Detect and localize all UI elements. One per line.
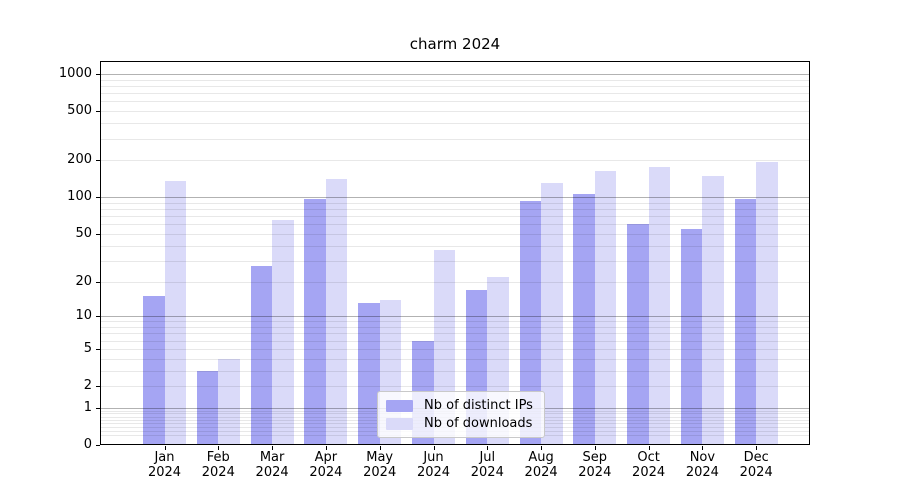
bars-layer (100, 61, 810, 445)
x-tick-label: Dec 2024 (739, 450, 773, 480)
bar-may-distinct-ips (358, 303, 380, 445)
x-tick-mark (756, 446, 758, 450)
x-tick-label: Mar 2024 (255, 450, 289, 480)
bar-apr-downloads (325, 179, 348, 445)
x-tick-label: Sep 2024 (578, 450, 612, 480)
bar-oct-distinct-ips (627, 224, 649, 445)
plot-area (100, 61, 810, 445)
x-tick-mark (487, 446, 489, 450)
x-tick-label: Jun 2024 (416, 450, 451, 480)
x-tick-mark (433, 446, 435, 450)
legend-label-downloads: Nb of downloads (424, 416, 533, 431)
x-tick-label: Jul 2024 (470, 450, 504, 480)
y-tick-mark (96, 316, 100, 318)
bar-aug-distinct-ips (519, 201, 542, 445)
y-tick-label: 20 (75, 273, 92, 289)
x-tick-mark (379, 446, 381, 450)
y-tick-mark (96, 233, 100, 235)
bar-feb-downloads (218, 358, 240, 445)
x-tick-label: Jan 2024 (147, 450, 182, 480)
bar-sep-downloads (594, 170, 617, 445)
x-tick-mark (218, 446, 220, 450)
x-tick-mark (325, 446, 327, 450)
y-tick-mark (96, 111, 100, 113)
x-tick-label: Aug 2024 (524, 450, 558, 480)
bar-nov-distinct-ips (680, 228, 703, 445)
bar-dec-downloads (756, 162, 778, 445)
x-tick-mark (164, 446, 166, 450)
y-tick-label: 1000 (58, 66, 92, 81)
y-tick-label: 50 (75, 225, 92, 241)
x-tick-mark (594, 446, 596, 450)
legend-swatch-distinct-ips (386, 400, 413, 412)
x-tick-mark (702, 446, 704, 450)
x-tick-label: Oct 2024 (632, 450, 666, 480)
x-tick-label: Apr 2024 (309, 450, 343, 480)
y-tick-label: 5 (83, 340, 92, 356)
bar-nov-downloads (702, 176, 724, 445)
y-tick-mark (96, 197, 100, 199)
bar-dec-distinct-ips (734, 199, 757, 445)
y-tick-mark (96, 281, 100, 283)
y-tick-mark (96, 74, 100, 75)
y-tick-label: 200 (67, 152, 92, 168)
bar-sep-distinct-ips (573, 193, 595, 445)
y-tick-label: 1 (83, 399, 92, 415)
bar-mar-downloads (272, 220, 294, 445)
bar-feb-distinct-ips (196, 370, 219, 445)
y-tick-label: 500 (67, 103, 92, 119)
bar-jan-distinct-ips (143, 296, 165, 445)
y-tick-mark (96, 348, 100, 350)
legend-item-downloads: Nb of downloads (386, 417, 536, 431)
legend: Nb of distinct IPs Nb of downloads (377, 391, 545, 438)
y-tick-label: 100 (67, 189, 92, 205)
bar-jan-downloads (164, 181, 186, 445)
y-tick-label: 0 (83, 437, 92, 452)
legend-item-distinct-ips: Nb of distinct IPs (386, 399, 536, 413)
bar-mar-distinct-ips (250, 266, 273, 445)
bar-apr-distinct-ips (304, 198, 326, 445)
bar-aug-downloads (541, 183, 563, 445)
x-tick-mark (648, 446, 650, 450)
x-tick-mark (541, 446, 543, 450)
legend-swatch-downloads (386, 418, 413, 430)
x-tick-label: Nov 2024 (685, 450, 719, 480)
legend-label-distinct-ips: Nb of distinct IPs (424, 398, 533, 413)
y-tick-mark (96, 407, 100, 409)
y-tick-mark (96, 386, 100, 387)
x-tick-mark (272, 446, 274, 450)
x-tick-label: May 2024 (363, 450, 397, 480)
y-tick-mark (96, 160, 100, 162)
bar-oct-downloads (648, 166, 671, 445)
chart-title: charm 2024 (409, 35, 501, 53)
y-tick-label: 10 (75, 308, 92, 324)
x-tick-label: Feb 2024 (201, 450, 235, 480)
y-tick-mark (96, 445, 100, 446)
y-tick-label: 2 (83, 378, 92, 393)
